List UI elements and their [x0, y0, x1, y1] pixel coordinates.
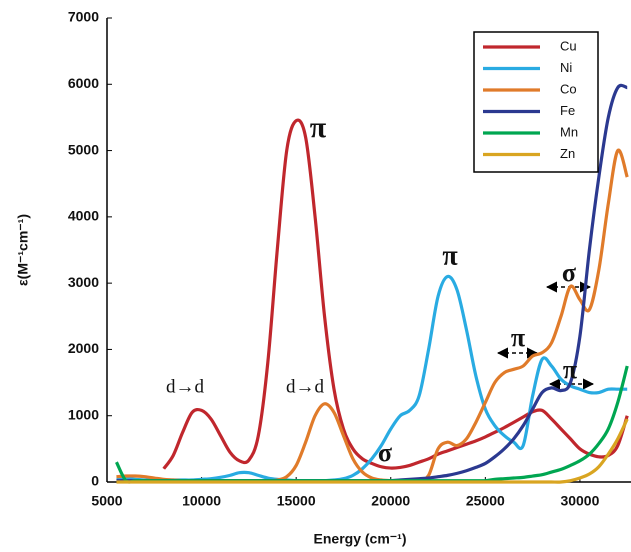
legend-label: Cu — [560, 38, 577, 53]
annotation: σ — [378, 438, 392, 467]
x-tick-label: 5000 — [91, 493, 122, 509]
legend-label: Ni — [560, 60, 572, 75]
x-tick-label: 10000 — [182, 493, 221, 509]
legend-box — [473, 31, 599, 173]
annotation: π — [310, 111, 327, 144]
y-tick-label: 7000 — [68, 9, 99, 25]
x-tick-label: 25000 — [466, 493, 505, 509]
y-axis-label: ε(M⁻¹cm⁻¹) — [15, 214, 31, 286]
x-tick-label: 20000 — [371, 493, 410, 509]
x-tick-label: 15000 — [277, 493, 316, 509]
y-tick-label: 6000 — [68, 75, 99, 91]
series-line — [162, 118, 629, 470]
x-axis-label: Energy (cm⁻¹) — [314, 531, 407, 547]
annotation: d→d — [166, 376, 205, 397]
legend-label: Mn — [560, 124, 578, 139]
series-line — [116, 418, 629, 484]
series-line — [116, 148, 629, 483]
y-tick-label: 2000 — [68, 340, 99, 356]
legend-label: Co — [560, 81, 577, 96]
y-tick-label: 3000 — [68, 274, 99, 290]
annotation: π — [563, 355, 577, 384]
y-tick-label: 0 — [91, 473, 99, 489]
x-tick-label: 30000 — [560, 493, 599, 509]
annotation: d→d — [286, 376, 325, 397]
annotation: π — [511, 323, 525, 352]
annotation: σ — [562, 258, 576, 287]
legend-label: Fe — [560, 103, 575, 118]
y-tick-label: 1000 — [68, 406, 99, 422]
plot-area — [115, 83, 629, 484]
y-tick-label: 4000 — [68, 208, 99, 224]
legend-label: Zn — [560, 146, 575, 161]
annotation: π — [442, 240, 458, 271]
y-tick-label: 5000 — [68, 141, 99, 157]
